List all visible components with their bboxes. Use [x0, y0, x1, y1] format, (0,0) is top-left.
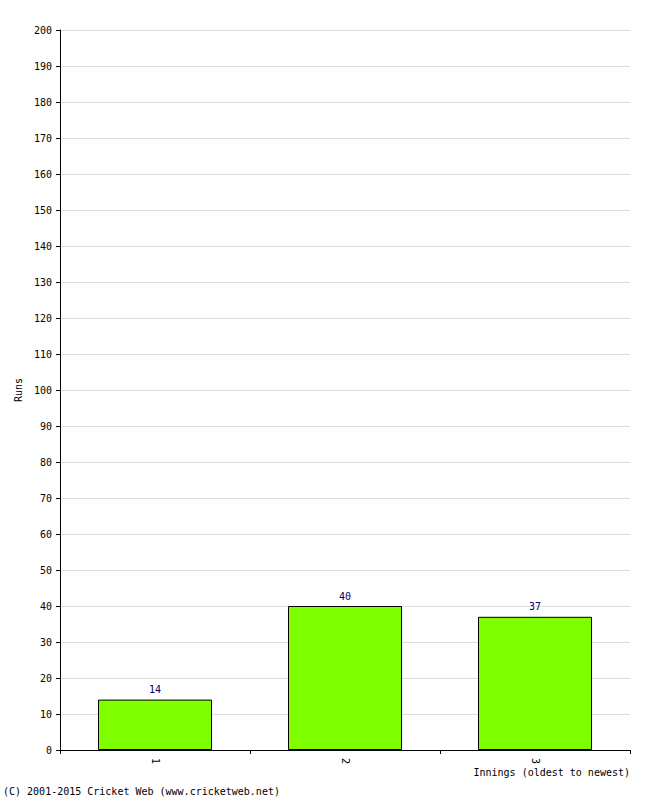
svg-text:Innings (oldest to newest): Innings (oldest to newest): [473, 767, 630, 778]
svg-text:180: 180: [34, 97, 52, 108]
svg-text:50: 50: [40, 565, 52, 576]
svg-text:1: 1: [150, 758, 161, 764]
svg-text:140: 140: [34, 241, 52, 252]
svg-text:37: 37: [529, 601, 541, 612]
svg-text:110: 110: [34, 349, 52, 360]
svg-text:70: 70: [40, 493, 52, 504]
svg-text:150: 150: [34, 205, 52, 216]
svg-text:2: 2: [340, 758, 351, 764]
svg-text:10: 10: [40, 709, 52, 720]
svg-text:190: 190: [34, 61, 52, 72]
svg-text:200: 200: [34, 25, 52, 36]
svg-text:3: 3: [530, 758, 541, 764]
svg-text:160: 160: [34, 169, 52, 180]
svg-text:40: 40: [339, 591, 351, 602]
svg-text:130: 130: [34, 277, 52, 288]
svg-text:100: 100: [34, 385, 52, 396]
svg-text:0: 0: [46, 745, 52, 756]
svg-text:14: 14: [149, 684, 161, 695]
svg-text:120: 120: [34, 313, 52, 324]
svg-text:170: 170: [34, 133, 52, 144]
svg-text:30: 30: [40, 637, 52, 648]
svg-text:40: 40: [40, 601, 52, 612]
svg-text:80: 80: [40, 457, 52, 468]
svg-text:20: 20: [40, 673, 52, 684]
svg-text:90: 90: [40, 421, 52, 432]
svg-text:(C) 2001-2015 Cricket Web (www: (C) 2001-2015 Cricket Web (www.cricketwe…: [3, 786, 280, 797]
svg-text:Runs: Runs: [13, 378, 24, 402]
svg-text:60: 60: [40, 529, 52, 540]
